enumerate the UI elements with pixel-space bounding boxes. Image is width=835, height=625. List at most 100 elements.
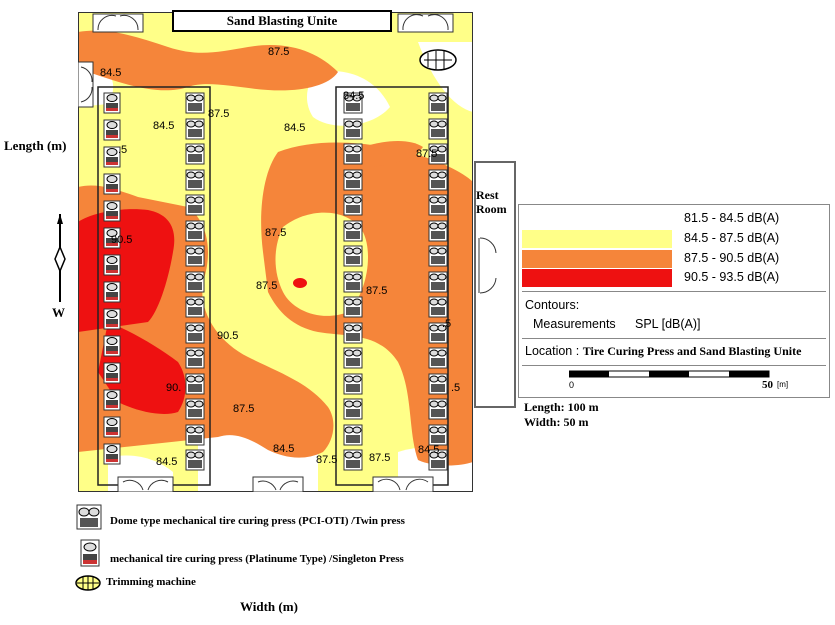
contour-value-label: 90.5 [111,234,133,246]
twin-press-icon [428,194,448,216]
singleton-press-icon [103,308,121,330]
twin-press-icon [185,373,205,394]
legend-swatch-3 [522,250,672,268]
twin-press-icon [343,220,363,241]
twin-press-icon [343,92,363,114]
twin-press-icon [428,92,448,114]
compass-label: W [52,305,65,320]
legend-band-label: 81.5 - 84.5 dB(A) [684,211,780,225]
singleton-press-icon [103,389,121,411]
legend-panel: 81.5 - 84.5 dB(A) 84.5 - 87.5 dB(A) 87.5… [518,204,830,398]
legend-band-label: 87.5 - 90.5 dB(A) [684,251,780,265]
twin-press-icon [185,169,205,190]
singleton-press-icon [103,227,121,249]
twin-press-icon [185,220,205,241]
contour-value-label: 84.5 [153,120,175,132]
twin-press-icon [428,398,448,420]
twin-press-icon [428,220,448,241]
length-axis-label: Length (m) [4,138,67,153]
twin-press-icon [343,398,363,420]
twin-press-icon [185,347,205,369]
legend-contours-title: Contours: [525,298,580,312]
twin-press-icon [428,143,448,165]
singleton-press-icon [103,254,121,276]
singleton-press-icon [103,416,121,438]
compass-icon [54,214,66,302]
twin-press-icon [185,118,205,139]
twin-press-icon [343,322,363,343]
legend-divider [522,365,826,366]
twin-press-label: Dome type mechanical tire curing press (… [110,515,405,527]
legend-location: Location : Tire Curing Press and Sand Bl… [525,344,801,359]
legend-location-value: Tire Curing Press and Sand Blasting Unit… [582,344,802,358]
legend-band-label: 90.5 - 93.5 dB(A) [684,270,780,284]
singleton-press-icon [103,281,121,303]
contour-value-label: 87.5 [208,108,230,120]
rest-room-label: Rest Room [476,188,507,216]
twin-press-icon [343,245,363,267]
contour-value-label: 87.5 [265,227,287,239]
twin-press-icon [185,194,205,216]
twin-press-icon [185,143,205,165]
twin-press-icon [428,347,448,369]
twin-press-icon [343,118,363,139]
contour-value-label: 87.5 [366,285,388,297]
contour-value-label: 84.5 [273,443,295,455]
scale-bar [569,370,770,378]
legend-measurements: Measurements [533,317,616,331]
legend-band-4: 90.5 - 93.5 dB(A) [522,269,828,287]
twin-press-icon [343,373,363,394]
twin-press-icon [185,296,205,318]
contour-value-label: 84.5 [343,90,365,102]
twin-press-icon [428,271,448,292]
legend-band-1: 81.5 - 84.5 dB(A) [522,210,828,228]
singleton-press-icon [80,539,100,567]
singleton-press-icon [103,335,121,357]
twin-press-icon [428,424,448,445]
contour-value-label: 84.5 [418,444,440,456]
twin-press-icon [76,504,102,530]
twin-press-icon [185,398,205,420]
legend-band-2: 84.5 - 87.5 dB(A) [522,230,828,248]
legend-swatch-1 [522,210,672,228]
contour-value-label: 87.5 [233,403,255,415]
twin-press-icon [428,296,448,318]
scale-unit: [m] [777,380,789,389]
contour-value-label: 84.5 [284,122,306,134]
twin-press-icon [185,449,205,471]
scale-max: 50 [762,379,773,391]
twin-press-icon [185,322,205,343]
contour-value-label: 84.5 [100,67,122,79]
legend-band-3: 87.5 - 90.5 dB(A) [522,250,828,268]
singleton-press-icon [103,200,121,222]
contour-value-label: .5 [451,382,461,394]
dimension-length: Length: 100 m [524,400,599,414]
twin-press-icon [343,169,363,190]
twin-press-icon [343,347,363,369]
noise-map: 84.5 87.5 84.5 87.5 84.5 84.5 .5 87.5 90.5 87.5 87… [78,12,473,492]
rest-room [474,161,516,408]
sand-blasting-title: Sand Blasting Unite [172,10,392,32]
trimming-machine-label: Trimming machine [106,576,196,588]
noise-contour-map [78,12,473,492]
legend-location-label: Location : [525,344,580,358]
legend-swatch-4 [522,269,672,287]
rest-room-door-icon [478,237,497,294]
contour-value-label: 90. [166,382,182,394]
singleton-press-icon [103,92,121,114]
singleton-press-icon [103,119,121,141]
legend-swatch-2 [522,230,672,248]
singleton-press-label: mechanical tire curing press (Platinume … [110,553,404,565]
contour-value-label: .5 [118,144,128,156]
twin-press-icon [343,424,363,445]
legend-divider [522,338,826,339]
legend-divider [522,291,826,292]
contour-value-label: 90.5 [217,330,239,342]
contour-value-label: 87.5 [256,280,278,292]
contour-value-label: 87.5 [268,46,290,58]
contour-value-label: 87.5 [416,148,438,160]
twin-press-icon [343,296,363,318]
twin-press-icon [185,245,205,267]
singleton-press-icon [103,443,121,465]
twin-press-icon [428,169,448,190]
